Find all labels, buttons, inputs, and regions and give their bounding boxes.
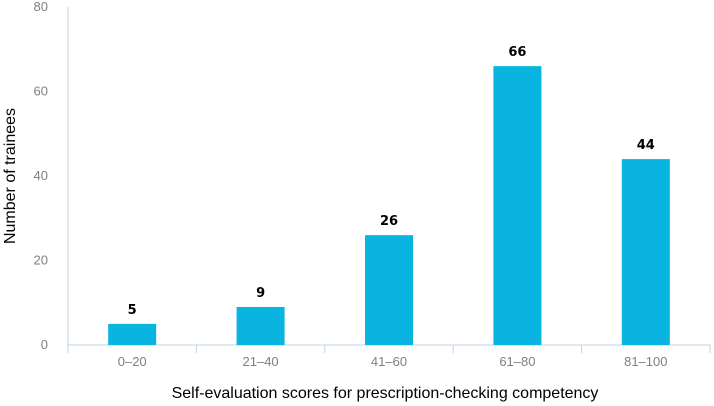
data-labels: 5 9 26 66 44 <box>128 45 655 318</box>
bar <box>236 306 285 345</box>
y-axis-ticks: 0 20 40 60 80 <box>34 0 48 352</box>
bar <box>108 323 157 345</box>
bar <box>493 66 542 346</box>
y-tick-label: 0 <box>41 337 48 352</box>
y-tick-label: 60 <box>34 84 48 99</box>
x-axis-title: Self-evaluation scores for prescription-… <box>172 385 599 402</box>
bar <box>621 159 670 345</box>
x-tick-label: 21–40 <box>243 354 279 369</box>
x-tick-label: 61–80 <box>499 354 535 369</box>
bar-value-label: 5 <box>128 303 137 318</box>
bar-value-label: 66 <box>508 45 526 60</box>
bar <box>365 235 413 345</box>
y-axis-title: Number of trainees <box>2 108 19 244</box>
y-tick-label: 20 <box>34 253 48 268</box>
bar-value-label: 26 <box>380 214 398 229</box>
bar-value-label: 9 <box>256 286 265 301</box>
x-tick-label: 0–20 <box>118 354 147 369</box>
y-tick-label: 40 <box>34 168 48 183</box>
bar-value-label: 44 <box>637 138 655 153</box>
bar-series <box>108 66 670 346</box>
y-tick-label: 80 <box>34 0 48 14</box>
x-tick-label: 41–60 <box>371 354 407 369</box>
x-axis-ticks: 0–20 21–40 41–60 61–80 81–100 <box>67 345 711 369</box>
x-tick-label: 81–100 <box>624 354 667 369</box>
